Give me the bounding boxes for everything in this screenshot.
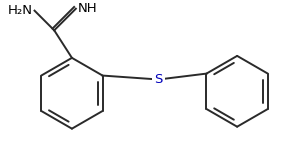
Text: H₂N: H₂N (8, 4, 33, 17)
Text: NH: NH (78, 2, 98, 15)
Text: S: S (154, 73, 163, 86)
